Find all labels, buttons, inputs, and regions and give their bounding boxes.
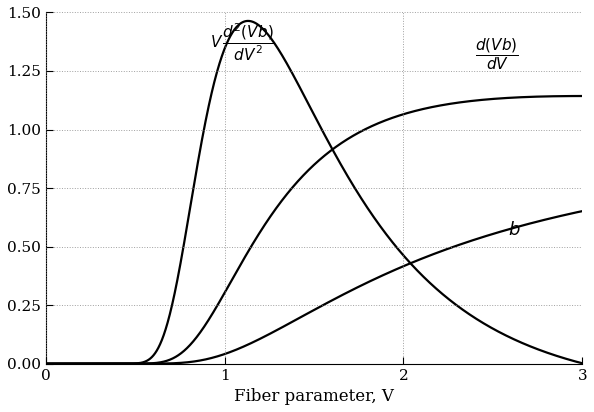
Text: $\dfrac{d(Vb)}{dV}$: $\dfrac{d(Vb)}{dV}$: [475, 37, 518, 73]
X-axis label: Fiber parameter, V: Fiber parameter, V: [234, 388, 394, 405]
Text: $\mathit{b}$: $\mathit{b}$: [508, 221, 520, 239]
Text: $V\,\dfrac{d^2(Vb)}{dV^2}$: $V\,\dfrac{d^2(Vb)}{dV^2}$: [210, 22, 275, 63]
